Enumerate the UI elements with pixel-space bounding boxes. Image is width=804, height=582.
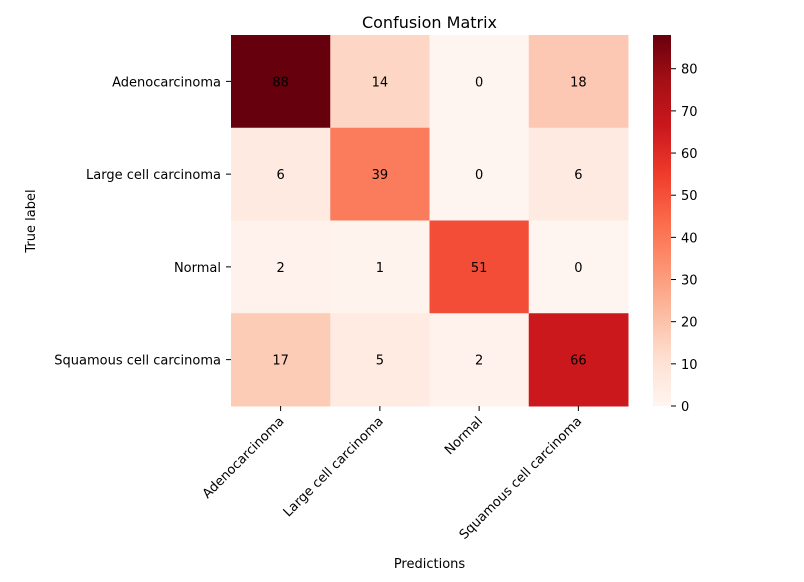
- colorbar-tick-label: 50: [681, 189, 698, 204]
- heatmap-cell: [528, 313, 629, 407]
- heatmap-cell: [429, 313, 530, 407]
- cell-value-label: 2: [276, 261, 284, 276]
- colorbar-tick-label: 80: [681, 63, 698, 78]
- cell-value-label: 88: [272, 75, 289, 90]
- cell-value-label: 1: [376, 261, 384, 276]
- x-tick-label: Normal: [442, 414, 486, 458]
- heatmap-cell: [330, 127, 430, 221]
- heatmap-cell: [330, 220, 430, 314]
- cell-value-label: 0: [475, 75, 483, 90]
- heatmap-cell: [528, 35, 629, 129]
- heatmap-cell: [231, 127, 331, 221]
- cell-value-label: 66: [570, 354, 587, 369]
- y-axis-ticks: Adenocarcinoma Large cell carcinoma Normal…: [54, 75, 231, 369]
- x-axis-label: Predictions: [394, 557, 466, 572]
- heatmap-cell: [330, 35, 430, 129]
- heatmap-cell: [429, 35, 530, 129]
- colorbar-tick-label: 0: [681, 400, 689, 415]
- cell-value-label: 51: [471, 261, 488, 276]
- cell-value-label: 0: [574, 261, 582, 276]
- cell-value-label: 17: [272, 354, 289, 369]
- heatmap-cell: [429, 127, 530, 221]
- chart-title: Confusion Matrix: [362, 13, 497, 32]
- heatmap-cell: [231, 313, 331, 407]
- colorbar: 0 10 20 30 40 50 60 70 80: [653, 35, 698, 415]
- cell-value-label: 5: [376, 354, 384, 369]
- colorbar-gradient: [653, 35, 671, 406]
- heatmap-cell: [231, 220, 331, 314]
- cell-value-label: 0: [475, 168, 483, 183]
- colorbar-tick-label: 70: [681, 105, 698, 120]
- x-tick-label: Adenocarcinoma: [200, 414, 288, 502]
- heatmap-cell: [528, 220, 629, 314]
- heatmap-cells: 88 14 0 18 6 39 0 6 2 1 51 0 17 5 2 66: [231, 35, 629, 407]
- cell-value-label: 2: [475, 354, 483, 369]
- y-axis-label: True label: [24, 189, 39, 253]
- heatmap-cell: [429, 220, 530, 314]
- cell-value-label: 6: [276, 168, 284, 183]
- colorbar-tick-label: 60: [681, 147, 698, 162]
- y-tick-label: Large cell carcinoma: [86, 168, 221, 183]
- colorbar-tick-label: 10: [681, 358, 698, 373]
- x-tick-label: Large cell carcinoma: [281, 414, 387, 520]
- cell-value-label: 18: [570, 75, 587, 90]
- cell-value-label: 14: [372, 75, 389, 90]
- y-tick-label: Normal: [174, 261, 221, 276]
- heatmap-cell: [330, 313, 430, 407]
- y-tick-label: Adenocarcinoma: [112, 75, 221, 90]
- colorbar-tick-label: 20: [681, 316, 698, 331]
- heatmap-cell: [528, 127, 629, 221]
- heatmap-cell: [231, 35, 331, 129]
- cell-value-label: 39: [372, 168, 389, 183]
- cell-value-label: 6: [574, 168, 582, 183]
- colorbar-tick-label: 40: [681, 231, 698, 246]
- colorbar-tick-label: 30: [681, 274, 698, 289]
- y-tick-label: Squamous cell carcinoma: [54, 354, 221, 369]
